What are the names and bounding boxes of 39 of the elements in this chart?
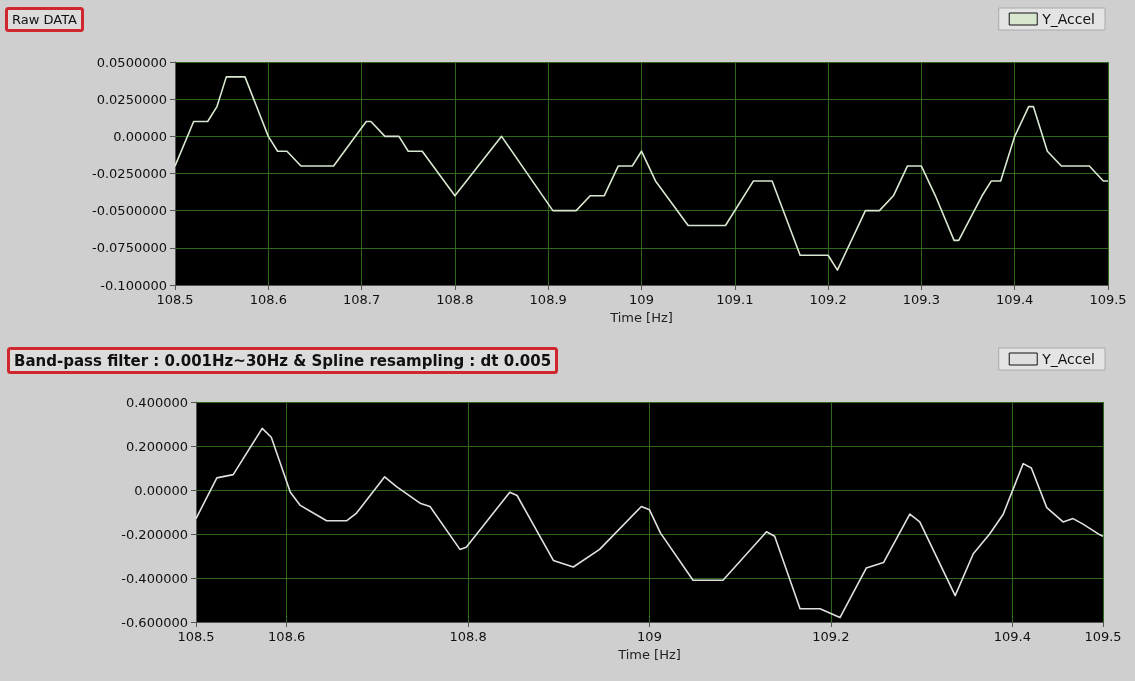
- y-tick-label: 0.00000: [113, 128, 167, 144]
- x-tick-label: 109: [637, 629, 662, 644]
- x-tick-label: 108.5: [156, 292, 194, 307]
- y-tick-label: 0.0500000: [96, 54, 167, 70]
- y-tick-label: 0.0250000: [96, 91, 167, 107]
- y-tick-label: 0.400000: [125, 394, 188, 410]
- x-tick-label: 109.5: [1089, 292, 1127, 307]
- y-tick-label: 0.200000: [125, 438, 188, 454]
- y-tick-label: -0.0500000: [92, 203, 167, 219]
- x-tick-label: 109.1: [716, 292, 754, 307]
- x-tick-label: 108.8: [449, 629, 487, 644]
- y-tick-label: 0.00000: [134, 482, 188, 498]
- x-tick-label: 108.8: [436, 292, 474, 307]
- x-axis-title: Time [Hz]: [617, 647, 681, 662]
- line-series: [195, 427, 1104, 619]
- y-tick-label: -0.200000: [121, 526, 188, 542]
- x-tick-label: 109.4: [993, 629, 1031, 644]
- x-tick-label: 108.5: [177, 629, 215, 644]
- x-tick-label: 108.6: [268, 629, 306, 644]
- line-series: [174, 76, 1109, 271]
- legend-label: Y_Accel: [1041, 11, 1095, 27]
- y-tick-label: -0.400000: [121, 570, 188, 586]
- y-tick-label: -0.600000: [121, 614, 188, 630]
- y-tick-label: -0.0250000: [92, 166, 167, 181]
- x-tick-label: 109.3: [902, 292, 941, 307]
- x-tick-label: 109.2: [809, 292, 847, 307]
- x-tick-label: 108.7: [342, 292, 381, 307]
- y-tick-label: -0.100000: [100, 277, 167, 293]
- x-tick-label: 109.4: [996, 292, 1034, 307]
- legend-label: Y_Accel: [1041, 351, 1095, 367]
- x-tick-label: 109.5: [1084, 629, 1122, 644]
- x-tick-label: 109.2: [812, 629, 850, 644]
- x-tick-label: 108.9: [529, 292, 567, 307]
- x-axis-title: Time [Hz]: [609, 310, 673, 325]
- x-tick-label: 109: [629, 292, 654, 307]
- text: Raw DATA: [12, 12, 78, 27]
- y-tick-label: -0.0750000: [92, 240, 167, 256]
- chart-title: Band-pass filter : 0.001Hz~30Hz & Spline resampling : dt 0.005: [14, 351, 552, 370]
- x-tick-label: 108.6: [249, 292, 287, 307]
